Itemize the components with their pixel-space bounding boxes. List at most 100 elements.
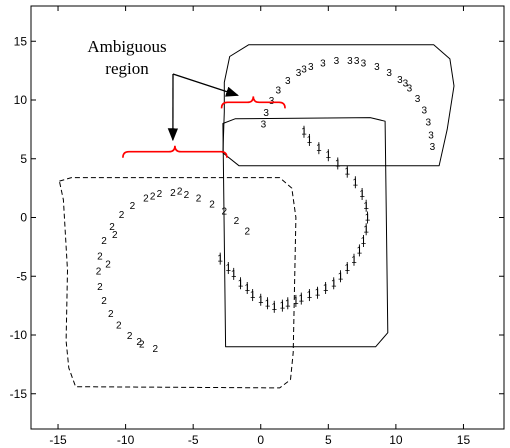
class-2-point: 2 xyxy=(177,187,183,198)
class-2-point: 2 xyxy=(234,216,240,227)
class-2-point: 2 xyxy=(116,321,122,332)
annotation-arrow-1 xyxy=(172,73,240,97)
class-3-point: 3 xyxy=(285,76,291,87)
class-1-point: 1 xyxy=(285,298,291,309)
class-3-point: 3 xyxy=(354,56,360,67)
annotation-line-2: region xyxy=(105,59,149,78)
class-1-point: 1 xyxy=(363,201,369,212)
class-2-point: 2 xyxy=(97,251,103,262)
class-1-point: 1 xyxy=(217,254,223,265)
class-2-point: 2 xyxy=(109,222,115,233)
class-1-point: 1 xyxy=(359,189,365,200)
y-tick-label: -10 xyxy=(10,328,28,342)
class-1-point: 1 xyxy=(280,301,286,312)
class-2-point: 2 xyxy=(112,230,118,241)
class-1-point: 1 xyxy=(301,127,307,138)
plot-frame xyxy=(30,5,505,430)
class-1-point: 1 xyxy=(357,245,363,256)
class-3-point: 3 xyxy=(415,94,421,105)
class-2-point: 2 xyxy=(153,344,159,355)
class-3-point: 3 xyxy=(263,108,269,119)
class-1-point: 1 xyxy=(258,295,264,306)
class-2-point: 2 xyxy=(119,210,125,221)
class-2-point: 2 xyxy=(108,309,114,320)
class-1-point: 1 xyxy=(331,278,337,289)
x-tick-label: 15 xyxy=(457,433,471,447)
class-2-point: 2 xyxy=(101,296,107,307)
class-1-point: 1 xyxy=(244,283,250,294)
class-1-point: 1 xyxy=(338,271,344,282)
solid-region-2 xyxy=(222,44,455,167)
class-1-point: 1 xyxy=(299,294,305,305)
red-brace-2 xyxy=(220,96,286,109)
class-1-point: 1 xyxy=(316,143,322,154)
ticks-layer: -15 -10 -5 0 5 10 15 -15 -10 -5 0 5 10 15 xyxy=(10,6,504,447)
class-2-point: 2 xyxy=(184,190,190,201)
y-tick-label: 5 xyxy=(20,152,27,166)
class-1-point: 1 xyxy=(335,158,341,169)
y-tick-label: 10 xyxy=(14,93,28,107)
class-1-point: 1 xyxy=(323,283,329,294)
class-3-point: 3 xyxy=(261,120,267,131)
class-2-point: 2 xyxy=(127,331,133,342)
class-3-point: 3 xyxy=(334,56,340,67)
class-2-point: 2 xyxy=(196,194,202,205)
red-brace-1 xyxy=(122,145,228,158)
class-1-point: 1 xyxy=(353,177,359,188)
class-2-point: 2 xyxy=(139,339,145,350)
class-1-point: 1 xyxy=(271,302,277,313)
x-tick-label: 10 xyxy=(389,433,403,447)
annotation-line-1: Ambiguous xyxy=(87,37,166,56)
annotation-layer: Ambiguous region xyxy=(87,37,286,158)
y-tick-label: 15 xyxy=(14,34,28,48)
class-1-point: 1 xyxy=(250,290,256,301)
class-2-point: 2 xyxy=(97,282,103,293)
class-1-point: 1 xyxy=(307,290,313,301)
class-1-point: 1 xyxy=(238,278,244,289)
y-tick-label: -5 xyxy=(16,269,27,283)
x-tick-label: 5 xyxy=(325,433,332,447)
dashed-region-3 xyxy=(58,177,297,389)
class-1-point: 1 xyxy=(265,298,271,309)
class-2-point: 2 xyxy=(244,227,250,238)
class-2-point: 2 xyxy=(101,236,107,247)
class-3-point: 3 xyxy=(397,75,403,86)
class-1-point: 1 xyxy=(361,236,367,247)
class-3-point: 3 xyxy=(308,62,314,73)
class-3-point: 3 xyxy=(361,59,367,70)
y-tick-label: -15 xyxy=(10,387,28,401)
class-1-point: 1 xyxy=(293,296,299,307)
class-1-point: 1 xyxy=(231,269,237,280)
x-tick-label: 0 xyxy=(257,433,264,447)
class-3-point: 3 xyxy=(296,68,302,79)
class-1-point: 1 xyxy=(365,213,371,224)
class-2-point: 2 xyxy=(130,201,136,212)
class-3-point: 3 xyxy=(301,64,307,75)
regions-layer xyxy=(58,44,455,389)
class-3-point: 3 xyxy=(386,68,392,79)
class-3-point: 3 xyxy=(421,106,427,117)
class-3-point: 3 xyxy=(347,56,353,67)
class-3-point: 3 xyxy=(428,130,434,141)
class-2-point: 2 xyxy=(143,194,149,205)
class-1-point: 1 xyxy=(344,167,350,178)
class-2-point: 2 xyxy=(209,200,215,211)
y-tick-label: 0 xyxy=(20,211,27,225)
class-2-point: 2 xyxy=(136,337,142,348)
class-2-point: 2 xyxy=(157,189,163,200)
class-1-point: 1 xyxy=(351,255,357,266)
class-2-point: 2 xyxy=(170,188,176,199)
class-3-point: 3 xyxy=(430,142,436,153)
class-1-point: 1 xyxy=(326,150,332,161)
class-2-point: 2 xyxy=(150,191,156,202)
solid-region-1 xyxy=(222,117,389,348)
x-tick-label: -5 xyxy=(188,433,199,447)
class-2-point: 2 xyxy=(221,207,227,218)
class-1-point: 1 xyxy=(315,288,321,299)
class-2-point: 2 xyxy=(96,267,102,278)
x-tick-label: -15 xyxy=(49,433,67,447)
x-tick-label: -10 xyxy=(117,433,135,447)
